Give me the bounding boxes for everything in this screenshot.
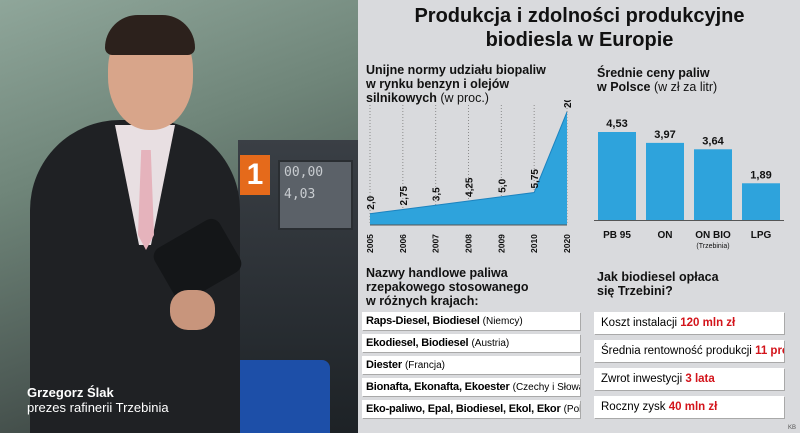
- data-label: 5,0: [497, 178, 508, 192]
- bar-chart-title-line-2: w Polsce (w zł za litr): [597, 80, 787, 94]
- x-tick-label: ON: [658, 230, 673, 241]
- page-title: Produkcja i zdolności produkcyjne biodie…: [362, 4, 797, 52]
- fuel-names: Eko-paliwo, Epal, Biodiesel, Ekol, Ekor: [366, 403, 561, 415]
- economics-title-line-2: się Trzebini?: [597, 284, 673, 298]
- pump-number: 1: [240, 155, 270, 195]
- fuel-country: (Polska): [563, 404, 580, 415]
- economics-value: 3 lata: [685, 373, 715, 385]
- list-item: Roczny zysk 40 mln zł: [594, 396, 784, 418]
- data-label: 3,5: [432, 187, 443, 201]
- economics-value: 40 mln zł: [668, 401, 718, 413]
- page-title-line-1: Produkcja i zdolności produkcyjne: [414, 5, 745, 27]
- data-label: 3,97: [654, 129, 675, 141]
- x-tick-note: (Trzebinia): [696, 243, 729, 250]
- bar-chart-title-line-1: Średnie ceny paliw: [597, 66, 710, 80]
- list-item: Koszt instalacji 120 mln zł: [594, 312, 784, 334]
- area-chart-unit: (w proc.): [440, 91, 489, 105]
- fuel-country: (Niemcy): [482, 316, 523, 327]
- area-chart-title: Unijne normy udziału biopaliw w rynku be…: [366, 63, 586, 105]
- area-chart: 2,0 2005 2,75 2006 3,5 2007 4,25 2008 5,0 2009 5,7…: [365, 100, 574, 253]
- bar-chart: 4,53 PB 95 3,97 ON 3,64 ON BIO (Trzebinia) 1,89…: [594, 118, 784, 250]
- caption-role: prezes rafinerii Trzebinia: [27, 400, 169, 415]
- list-item: Raps-Diesel, Biodiesel (Niemcy): [362, 312, 580, 330]
- economics-label: Koszt instalacji: [601, 317, 678, 329]
- x-tick-label: 2010: [529, 234, 539, 253]
- person-hand: [170, 290, 215, 330]
- x-tick-label: 2005: [365, 234, 375, 253]
- data-label: 20,0: [563, 100, 574, 108]
- fuel-country: (Czechy i Słowacja): [512, 382, 580, 393]
- pump-display-line-1: 00,00: [284, 165, 324, 180]
- credit: KB: [787, 425, 796, 431]
- caption-name: Grzegorz Ślak: [27, 385, 114, 400]
- economics-label: Zwrot inwestycji: [601, 373, 683, 385]
- photo-panel: 1 00,00 4,03 Grzegorz Ślak prezes rafine…: [0, 0, 358, 433]
- bar: [694, 149, 732, 220]
- bar-chart-title: Średnie ceny paliw w Polsce (w zł za lit…: [597, 66, 787, 94]
- names-title-line-2: rzepakowego stosowanego: [366, 280, 529, 294]
- area-chart-title-line-3: silnikowych (w proc.): [366, 91, 586, 105]
- photo-caption: Grzegorz Ślak prezes rafinerii Trzebinia: [27, 385, 169, 415]
- list-item: Bionafta, Ekonafta, Ekoester (Czechy i S…: [362, 378, 580, 396]
- x-tick-label: 2008: [464, 234, 474, 253]
- x-tick-label: 2006: [398, 234, 408, 253]
- economics-value: 120 mln zł: [680, 317, 736, 329]
- data-label: 1,89: [750, 169, 771, 181]
- data-label: 3,64: [702, 135, 724, 147]
- pump-display-line-2: 4,03: [284, 187, 316, 202]
- bar: [742, 183, 780, 220]
- fuel-names: Diester: [366, 359, 402, 371]
- list-item: Zwrot inwestycji 3 lata: [594, 368, 784, 390]
- bar: [646, 142, 684, 220]
- area-chart-title-text: silnikowych: [366, 91, 437, 105]
- economics-title-line-1: Jak biodiesel opłaca: [597, 270, 719, 284]
- fuel-country: (Francja): [404, 360, 445, 371]
- person-tie: [138, 150, 154, 250]
- fuel-names: Raps-Diesel, Biodiesel: [366, 315, 480, 327]
- list-item: Eko-paliwo, Epal, Biodiesel, Ekol, Ekor …: [362, 400, 580, 418]
- x-tick-label: PB 95: [603, 230, 631, 241]
- fuel-names: Bionafta, Ekonafta, Ekoester: [366, 381, 510, 393]
- names-title-line-3: w różnych krajach:: [366, 294, 479, 308]
- x-tick-label: ON BIO: [695, 230, 731, 241]
- data-label: 2,75: [399, 186, 410, 206]
- x-tick-label: 2007: [431, 234, 441, 253]
- fuel-names: Ekodiesel, Biodiesel: [366, 337, 469, 349]
- economics-label: Roczny zysk: [601, 401, 666, 413]
- data-label: 4,25: [465, 177, 476, 197]
- area-series: [370, 112, 567, 225]
- list-item: Średnia rentowność produkcji 11 proc.: [594, 340, 784, 362]
- list-item: Diester (Francja): [362, 356, 580, 374]
- area-chart-title-line-1: Unijne normy udziału biopaliw: [366, 63, 546, 77]
- economics-title: Jak biodiesel opłaca się Trzebini?: [597, 270, 787, 298]
- area-chart-title-line-2: w rynku benzyn i olejów: [366, 77, 510, 91]
- data-label: 5,75: [530, 169, 541, 189]
- x-tick-label: 2009: [496, 234, 506, 253]
- person-hair: [105, 15, 195, 55]
- data-label: 4,53: [606, 118, 627, 130]
- page-title-line-2: biodiesla w Europie: [485, 29, 674, 51]
- fuel-country: (Austria): [471, 338, 510, 349]
- names-title: Nazwy handlowe paliwa rzepakowego stosow…: [366, 266, 586, 308]
- bar-chart-unit: (w zł za litr): [653, 80, 718, 94]
- bar-chart-title-text: w Polsce: [597, 80, 651, 94]
- pump-display: 00,00 4,03: [278, 160, 353, 230]
- data-label: 2,0: [366, 195, 377, 209]
- x-tick-label: LPG: [751, 230, 772, 241]
- bar: [598, 132, 636, 220]
- economics-label: Średnia rentowność produkcji: [601, 345, 752, 357]
- x-tick-label: 2020: [562, 234, 572, 253]
- names-title-line-1: Nazwy handlowe paliwa: [366, 266, 508, 280]
- economics-value: 11 proc.: [755, 345, 784, 357]
- area-series-line: [369, 111, 568, 215]
- list-item: Ekodiesel, Biodiesel (Austria): [362, 334, 580, 352]
